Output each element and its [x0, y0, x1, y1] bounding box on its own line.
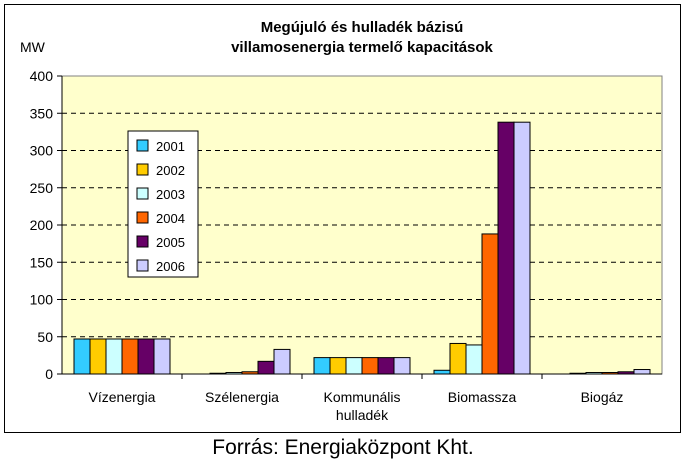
y-tick-label: 0 [45, 366, 53, 382]
bar [601, 372, 619, 375]
y-tick-label: 100 [30, 292, 54, 308]
bar [585, 372, 603, 375]
y-tick-label: 200 [30, 217, 54, 233]
legend-swatch [136, 187, 149, 200]
bar [313, 357, 331, 375]
bar-chart: Megújuló és hulladék bázisú villamosenerg… [20, 19, 663, 423]
bar [257, 360, 275, 375]
y-tick-label: 250 [30, 180, 54, 196]
bar [481, 233, 499, 375]
x-tick-label: Vízenergia [89, 389, 156, 405]
bar [569, 372, 587, 375]
y-tick-label: 50 [37, 329, 53, 345]
legend-swatch [136, 235, 149, 248]
y-axis-label: MW [20, 39, 46, 55]
chart-title-line: Megújuló és hulladék bázisú [261, 19, 464, 36]
legend-label: 2003 [156, 187, 185, 202]
bar [137, 338, 155, 375]
bar [89, 338, 107, 375]
bar [633, 369, 651, 375]
legend-swatch [136, 139, 149, 152]
bar [497, 121, 515, 375]
legend-swatch [136, 163, 149, 176]
x-tick-label: Kommunális [323, 389, 400, 405]
bar [105, 338, 123, 375]
bar [241, 371, 259, 375]
legend-label: 2004 [156, 211, 185, 226]
x-tick-label: Biogáz [581, 389, 624, 405]
bar [361, 357, 379, 375]
chart-title-line: villamosenergia termelő kapacitások [231, 39, 493, 56]
legend-label: 2005 [156, 235, 185, 250]
legend-label: 2006 [156, 259, 185, 274]
bar [393, 357, 411, 375]
bar [617, 371, 635, 375]
x-tick-label: hulladék [336, 407, 389, 423]
legend-label: 2002 [156, 163, 185, 178]
legend-box [127, 130, 199, 278]
x-tick-label: Biomassza [448, 389, 517, 405]
bar [329, 357, 347, 375]
bar [513, 121, 531, 375]
legend-swatch [136, 211, 149, 224]
bar [433, 369, 451, 375]
legend-swatch [136, 259, 149, 272]
y-tick-label: 300 [30, 143, 54, 159]
bar [73, 338, 91, 375]
y-tick-label: 150 [30, 254, 54, 270]
source-note: Forrás: Energiaközpont Kht. [212, 436, 474, 459]
x-tick-label: Szélenergia [205, 389, 279, 405]
bar [377, 357, 395, 375]
y-tick-label: 350 [30, 105, 54, 121]
legend-label: 2001 [156, 139, 185, 154]
bar [121, 338, 139, 375]
bar [153, 338, 171, 375]
bar [273, 348, 291, 375]
bar [465, 344, 483, 375]
y-tick-label: 400 [30, 68, 54, 84]
bar [449, 342, 467, 375]
bar [345, 357, 363, 375]
bar [209, 372, 227, 375]
bar [225, 372, 243, 375]
